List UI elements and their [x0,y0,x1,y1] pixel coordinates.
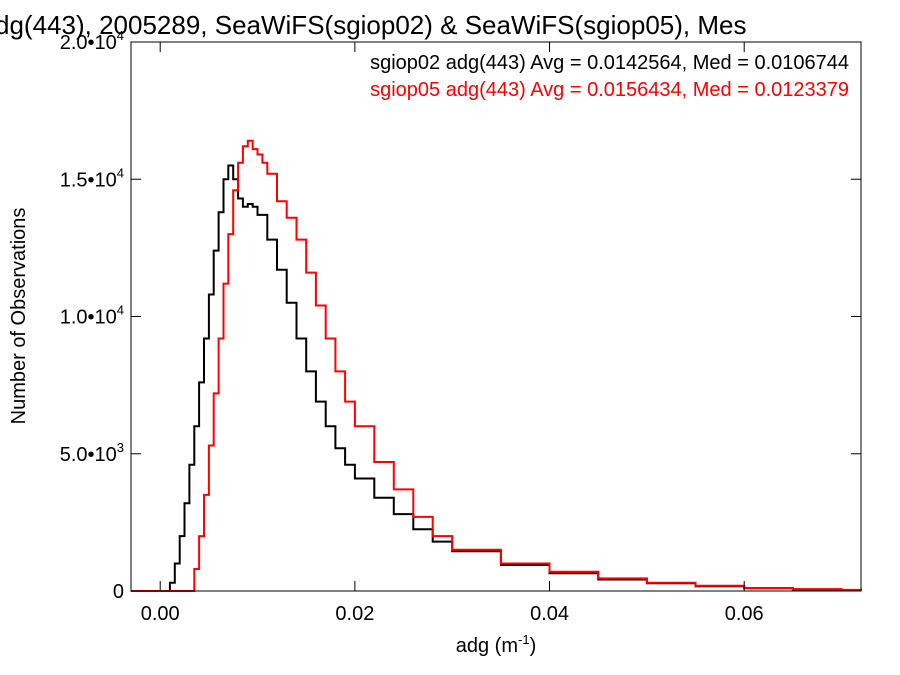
y-tick-label-1: 5.0•103 [60,440,124,466]
x-tick-label-3: 0.06 [725,603,764,625]
x-tick-label-0: 0.00 [141,603,180,625]
chart-title: dg(443), 2005289, SeaWiFS(sgiop02) & Sea… [0,10,746,40]
series-layer [131,139,862,592]
y-tick-label-2: 1.0•104 [60,303,124,329]
x-axis-label: adg (m-1) [456,632,536,657]
x-tick-label-1: 0.02 [335,603,374,625]
legend: sgiop02 adg(443) Avg = 0.0142564, Med = … [370,52,849,101]
y-tick-label-4: 2.0•104 [60,28,124,54]
legend-entry-1: sgiop05 adg(443) Avg = 0.0156434, Med = … [370,79,849,101]
series-line-1 [131,139,862,592]
y-axis-label: Number of Observations [8,208,30,425]
y-tick-label-3: 1.5•104 [60,165,124,191]
legend-entry-0: sgiop02 adg(443) Avg = 0.0142564, Med = … [370,52,849,74]
y-tick-label-0: 0 [113,581,124,603]
ticks-layer: 0.00 0.02 0.04 0.06 0 5.0•103 1.0•104 1.5•104 2.… [60,28,861,625]
x-tick-label-2: 0.04 [530,603,569,625]
